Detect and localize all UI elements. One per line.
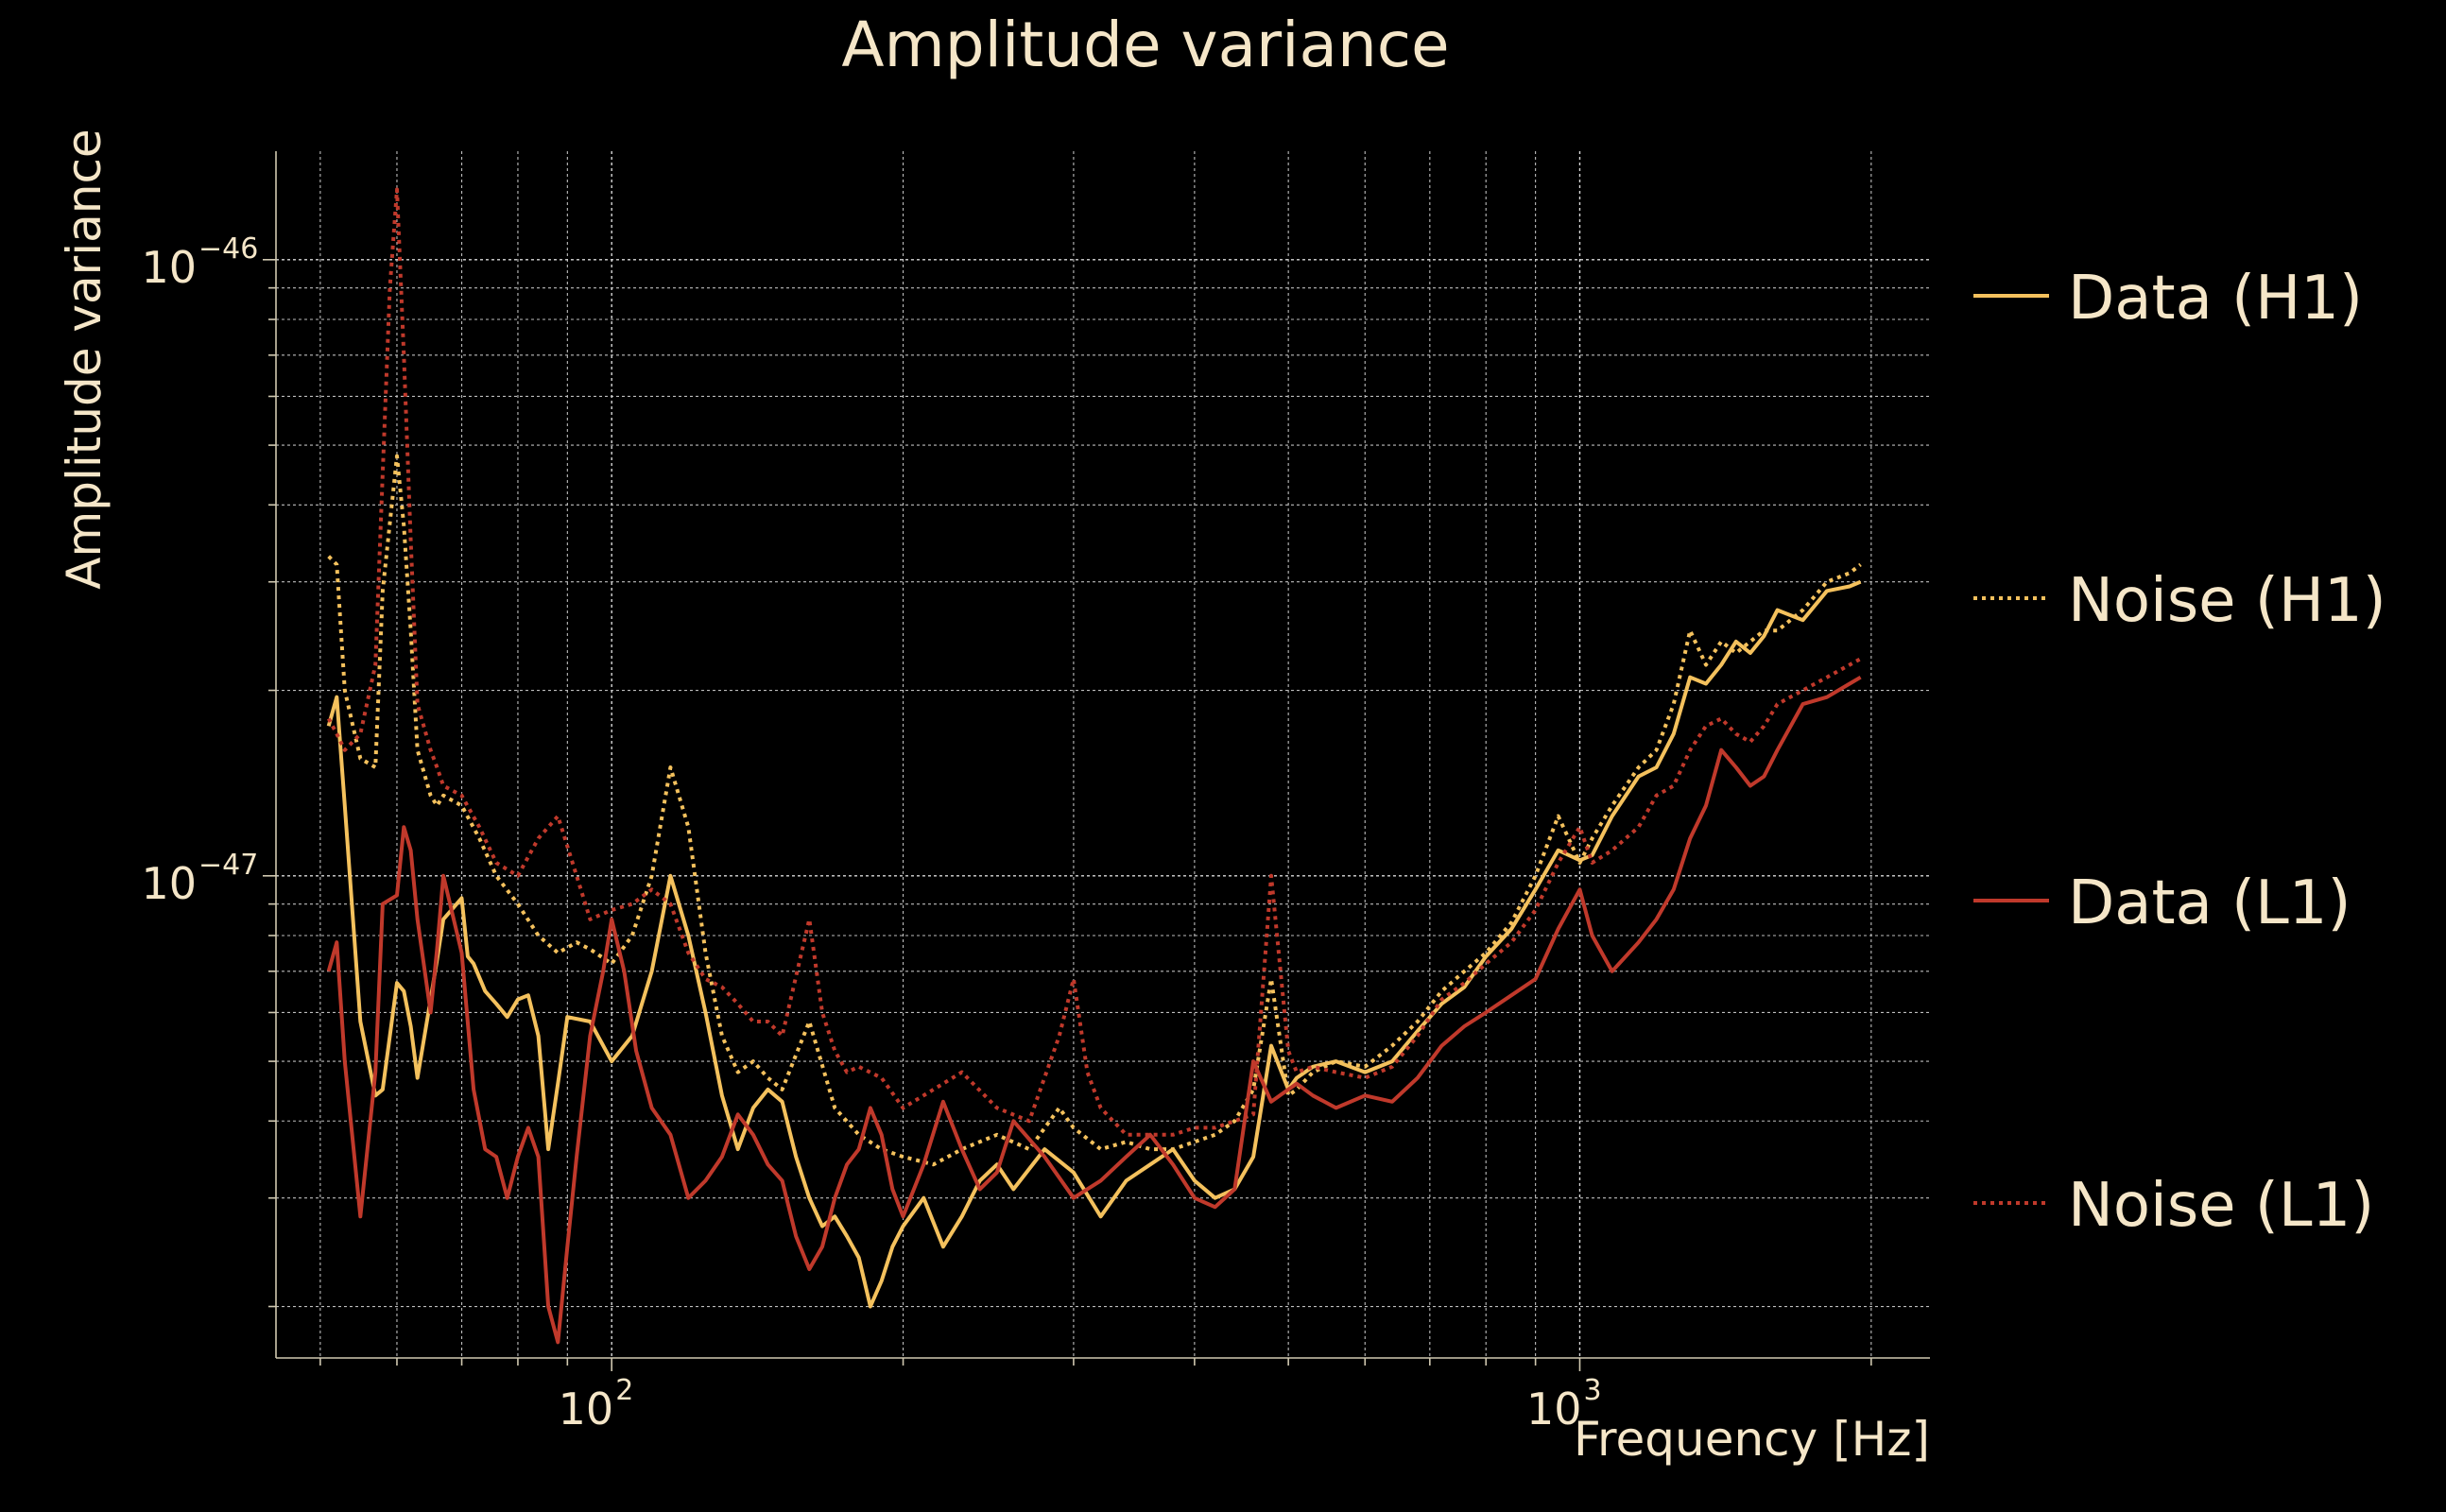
legend-item: Noise (L1) [1973,1171,2374,1241]
svg-text:10: 10 [559,1383,614,1435]
x-axis-label: Frequency [Hz] [1574,1412,1930,1467]
y-axis-label: Amplitude variance [57,129,112,589]
series-group [326,187,1862,1345]
legend-item: Data (L1) [1973,868,2351,938]
legend-label: Noise (H1) [2068,566,2386,636]
y-tick-label: 10 −46 [141,232,258,293]
x-tick-label: 10 2 [559,1374,634,1435]
svg-text:10: 10 [141,242,197,293]
legend-label: Data (L1) [2068,868,2351,938]
legend-label: Noise (L1) [2068,1171,2374,1241]
series-line-noise-h1 [327,454,1862,1167]
grid [263,151,1930,1371]
y-tick-label: 10 −47 [141,849,258,909]
legend-item: Noise (H1) [1973,566,2386,636]
series-line-data-l1 [326,675,1862,1345]
x-tick-label: 10 3 [1526,1374,1602,1435]
svg-text:10: 10 [1526,1383,1582,1435]
svg-text:2: 2 [615,1374,633,1407]
svg-text:10: 10 [141,858,197,909]
svg-text:−46: −46 [198,232,258,266]
svg-text:−47: −47 [198,849,258,882]
series-line-noise-l1 [326,187,1862,1137]
svg-text:3: 3 [1583,1374,1601,1407]
legend: Data (H1) Noise (H1) Data (L1) Noise (L1) [1973,264,2386,1241]
series-line-data-h1 [326,579,1862,1309]
legend-label: Data (H1) [2068,264,2363,334]
legend-item: Data (H1) [1973,264,2363,334]
chart-title: Amplitude variance [841,9,1449,81]
